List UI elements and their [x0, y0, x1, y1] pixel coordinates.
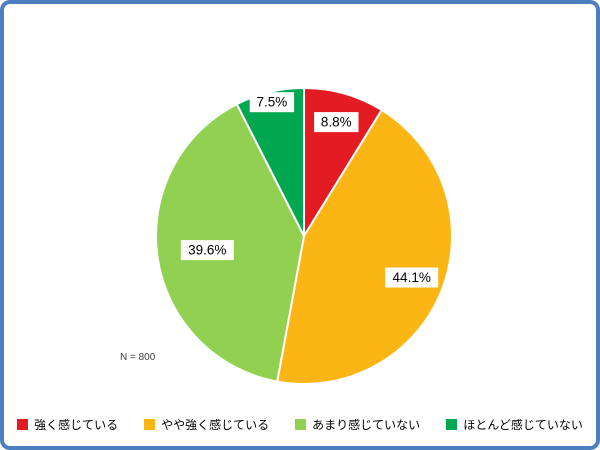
pie-data-label-text: 8.8%: [321, 115, 352, 130]
legend-label: やや強く感じている: [161, 418, 270, 432]
pie-data-label-bg: [385, 267, 439, 288]
legend-swatch: [144, 419, 156, 430]
pie-data-label-text: 7.5%: [257, 95, 288, 110]
pie-data-label-text: 39.6%: [188, 243, 226, 258]
pie-data-label-bg: [314, 112, 359, 133]
legend-item: あまり感じていない: [295, 416, 420, 433]
legend-item: やや強く感じている: [144, 416, 269, 433]
pie-data-label-bg: [180, 240, 234, 261]
pie-slice: [235, 87, 305, 237]
legend-label: ほとんど感じていない: [463, 418, 583, 432]
sample-size-label: N = 800: [120, 352, 156, 363]
pie-data-label: 44.1%: [385, 267, 439, 288]
pie-data-label: 39.6%: [180, 240, 234, 261]
legend-item: 強く感じている: [17, 416, 118, 433]
pie-data-label-bg: [249, 92, 295, 113]
legend-item: ほとんど感じていない: [446, 416, 583, 433]
pie-data-label-text: 44.1%: [393, 270, 431, 285]
pie-slice: [276, 109, 454, 385]
legend-label: 強く感じている: [34, 418, 119, 432]
legend-swatch: [295, 419, 307, 430]
legend: 強く感じている やや強く感じている あまり感じていない ほとんど感じていない: [4, 416, 596, 433]
legend-swatch: [17, 419, 29, 430]
legend-label: あまり感じていない: [312, 418, 421, 432]
pie-data-label: 7.5%: [249, 92, 295, 113]
legend-swatch: [446, 419, 458, 430]
pie-chart: 8.8% 44.1% 39.6% 7.5%: [155, 87, 454, 385]
pie-data-label: 8.8%: [314, 112, 359, 133]
